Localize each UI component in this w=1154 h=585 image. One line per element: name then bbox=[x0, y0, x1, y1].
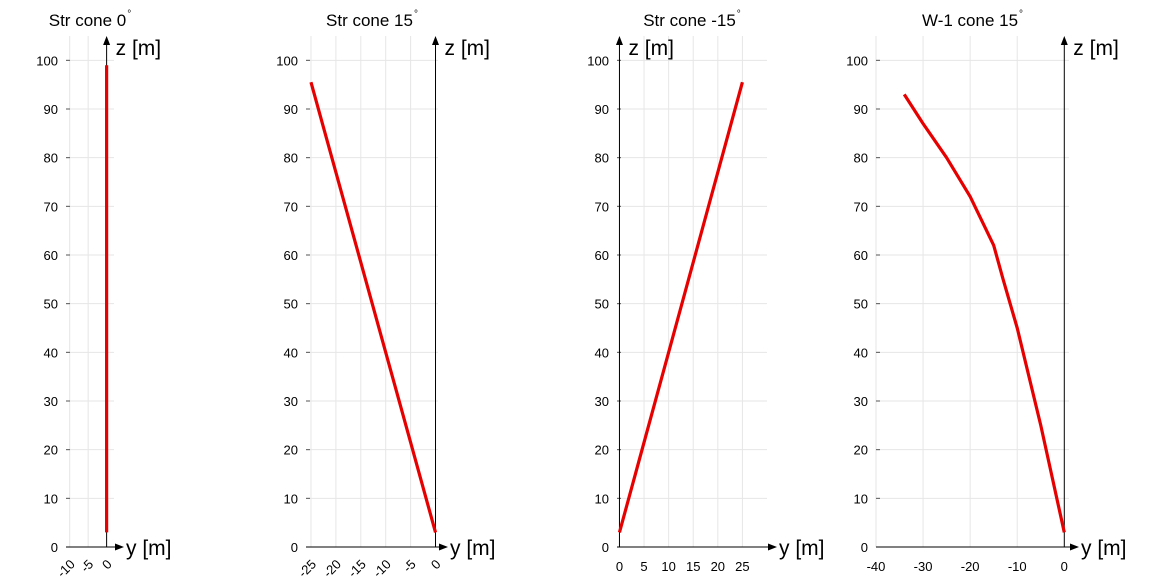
chart-1-ytick-label: 20 bbox=[44, 443, 58, 458]
chart-3-ytick-label: 50 bbox=[595, 297, 609, 312]
chart-2-ytick-label: 40 bbox=[284, 345, 298, 360]
chart-1-ytick-label: 90 bbox=[44, 102, 58, 117]
chart-2-xtick-label: -5 bbox=[400, 557, 419, 576]
chart-3-group: 0 10 20 30 40 50 60 70 80 90 100 0 5 10 15 20 25 z [m] y [… bbox=[587, 9, 824, 574]
chart-2-xlabel: y [m] bbox=[450, 537, 496, 560]
chart-1-title-degree: ° bbox=[127, 9, 131, 20]
chart-4-xtick-label: -40 bbox=[867, 559, 886, 574]
chart-4-ytick-label: 50 bbox=[854, 297, 868, 312]
chart-1-ytick-label: 30 bbox=[44, 394, 58, 409]
chart-2-ytick-label: 30 bbox=[284, 394, 298, 409]
chart-1-ytick-label: 80 bbox=[44, 151, 58, 166]
chart-3-title-degree: ° bbox=[737, 9, 741, 20]
chart-4-ylabel: z [m] bbox=[1073, 37, 1119, 60]
chart-2-z-arrowhead bbox=[432, 36, 440, 45]
chart-3-ylabel: z [m] bbox=[628, 37, 674, 60]
chart-2-ylabel: z [m] bbox=[445, 37, 491, 60]
chart-1-ylabel: z [m] bbox=[116, 37, 162, 60]
chart-3-ytick-label: 40 bbox=[595, 345, 609, 360]
chart-3-ytick-label: 60 bbox=[595, 248, 609, 263]
chart-2-ytick-label: 10 bbox=[284, 491, 298, 506]
chart-3-xlabel: y [m] bbox=[779, 537, 825, 560]
chart-2-xtick-label: -25 bbox=[295, 557, 319, 580]
chart-3-ytick-label: 100 bbox=[587, 53, 609, 68]
chart-3-xtick-label: 5 bbox=[640, 559, 647, 574]
chart-1-xtick-label: -10 bbox=[54, 557, 78, 580]
chart-4-ytick-label: 90 bbox=[854, 102, 868, 117]
chart-1-ytick-label: 50 bbox=[44, 297, 58, 312]
chart-1-ytick-label: 70 bbox=[44, 199, 58, 214]
chart-2-ytick-label: 20 bbox=[284, 443, 298, 458]
chart-3-ytick-label: 70 bbox=[595, 199, 609, 214]
chart-4-ytick-label: 0 bbox=[861, 540, 868, 555]
chart-4-ytick-label: 30 bbox=[854, 394, 868, 409]
chart-3-z-arrowhead bbox=[615, 36, 623, 45]
chart-4-ytick-label: 20 bbox=[854, 443, 868, 458]
chart-3-ytick-label: 30 bbox=[595, 394, 609, 409]
chart-1-y-arrowhead bbox=[115, 543, 124, 551]
chart-4-xtick-label: 0 bbox=[1061, 559, 1068, 574]
chart-2-ytick-label: 100 bbox=[276, 53, 298, 68]
chart-1-ytick-label: 0 bbox=[51, 540, 58, 555]
chart-2-y-arrowhead bbox=[439, 543, 448, 551]
chart-3-ytick-label: 0 bbox=[602, 540, 609, 555]
chart-4-xtick-label: -10 bbox=[1008, 559, 1027, 574]
chart-3-ytick-label: 10 bbox=[595, 491, 609, 506]
chart-3-series-line bbox=[617, 81, 744, 533]
chart-4-xtick-label: -30 bbox=[914, 559, 933, 574]
chart-4-ytick-label: 70 bbox=[854, 199, 868, 214]
chart-1-ytick-label: 40 bbox=[44, 345, 58, 360]
chart-2-group: 0 10 20 30 40 50 60 70 80 90 100 -25 -20 -15 -10 -5 0 z [… bbox=[276, 9, 495, 580]
chart-3-xtick-label: 10 bbox=[661, 559, 675, 574]
chart-2-series-line bbox=[309, 81, 438, 533]
chart-3-xtick-label: 0 bbox=[616, 559, 623, 574]
chart-4-xlabel: y [m] bbox=[1081, 537, 1127, 560]
chart-1-ytick-label: 100 bbox=[36, 53, 58, 68]
chart-4-title-degree: ° bbox=[1019, 9, 1023, 20]
chart-2-title-degree: ° bbox=[414, 9, 418, 20]
chart-4-y-arrowhead bbox=[1070, 543, 1079, 551]
chart-3-ytick-label: 90 bbox=[595, 102, 609, 117]
chart-3-y-arrowhead bbox=[768, 543, 777, 551]
chart-3-xtick-label: 20 bbox=[711, 559, 725, 574]
chart-2-ytick-label: 90 bbox=[284, 102, 298, 117]
chart-4-ytick-label: 40 bbox=[854, 345, 868, 360]
chart-4-ytick-label: 60 bbox=[854, 248, 868, 263]
chart-3-ytick-label: 20 bbox=[595, 443, 609, 458]
chart-1-xtick-label: -5 bbox=[77, 557, 96, 576]
chart-2-xtick-label: 0 bbox=[428, 557, 444, 573]
chart-3-title: Str cone -15° bbox=[643, 9, 741, 30]
chart-1-title: Str cone 0° bbox=[49, 9, 132, 30]
chart-3-xtick-label: 15 bbox=[686, 559, 700, 574]
chart-2-title: Str cone 15° bbox=[326, 9, 418, 30]
chart-4-ytick-label: 80 bbox=[854, 151, 868, 166]
chart-1-ytick-label: 60 bbox=[44, 248, 58, 263]
chart-4-xtick-label: -20 bbox=[961, 559, 980, 574]
chart-4-series-line bbox=[902, 93, 1066, 533]
chart-2-xtick-label: -15 bbox=[345, 557, 369, 580]
chart-2-xtick-label: -20 bbox=[320, 557, 344, 580]
chart-3-ytick-label: 80 bbox=[595, 151, 609, 166]
chart-2-xtick-label: -10 bbox=[370, 557, 394, 580]
chart-1-ytick-label: 10 bbox=[44, 491, 58, 506]
chart-2-ytick-label: 60 bbox=[284, 248, 298, 263]
chart-1-z-arrowhead bbox=[103, 36, 111, 45]
chart-1-xtick-label: 0 bbox=[99, 557, 115, 573]
chart-1-xlabel: y [m] bbox=[126, 537, 172, 560]
chart-3-xtick-label: 25 bbox=[735, 559, 749, 574]
chart-4-z-arrowhead bbox=[1060, 36, 1068, 45]
chart-2-ytick-label: 0 bbox=[291, 540, 298, 555]
chart-2-ytick-label: 50 bbox=[284, 297, 298, 312]
chart-4-group: 0 10 20 30 40 50 60 70 80 90 100 -40 -30 -20 -10 0 z [m]… bbox=[846, 9, 1126, 574]
chart-4-title: W-1 cone 15° bbox=[922, 9, 1023, 30]
chart-2-ytick-label: 70 bbox=[284, 199, 298, 214]
chart-2-ytick-label: 80 bbox=[284, 151, 298, 166]
chart-4-ytick-label: 100 bbox=[846, 53, 868, 68]
chart-4-ytick-label: 10 bbox=[854, 491, 868, 506]
